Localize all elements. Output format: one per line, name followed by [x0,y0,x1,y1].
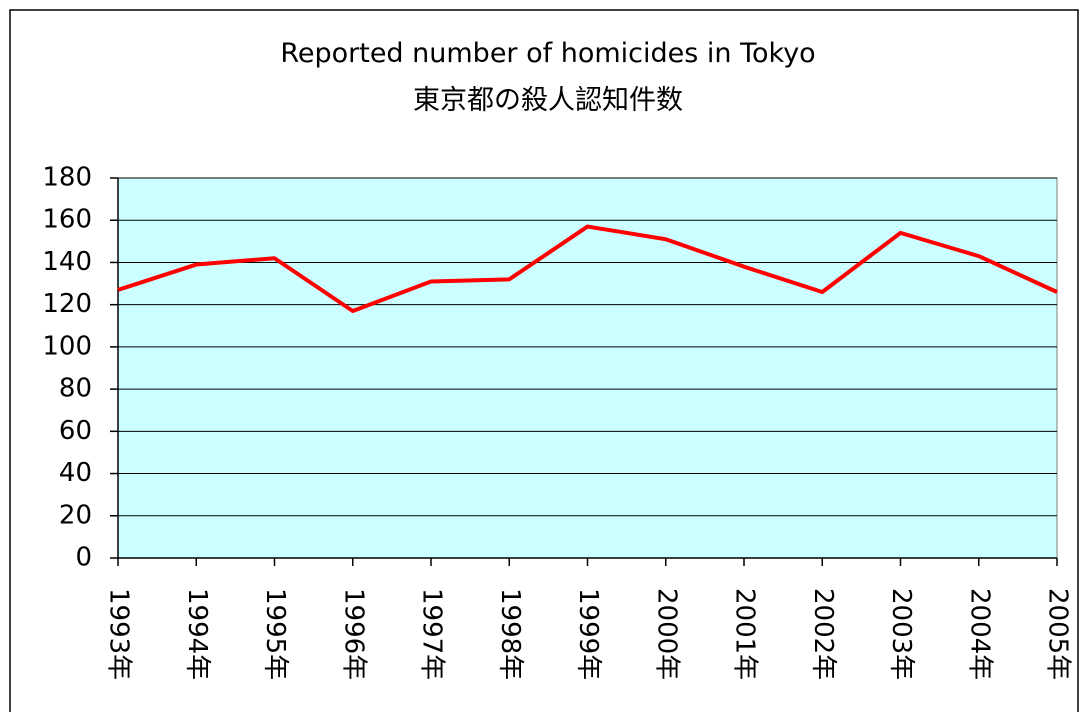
x-tick-label: 2002年 [808,588,838,680]
x-tick-label: 2001年 [730,588,760,680]
x-tick-label: 1995年 [260,588,290,680]
x-tick-label: 1999年 [573,588,603,680]
x-tick-label: 1994年 [182,588,212,680]
y-tick-label: 100 [42,331,92,361]
y-tick-label: 40 [59,458,92,488]
x-tick-label: 2004年 [964,588,994,680]
y-tick-label: 0 [75,543,92,573]
x-tick-label: 2005年 [1043,588,1073,680]
x-tick-label: 1993年 [104,588,134,680]
y-tick-label: 60 [59,416,92,446]
x-tick-label: 1998年 [495,588,525,680]
data-line [117,224,1058,313]
y-tick-label: 140 [42,247,92,277]
x-tick-label: 2000年 [651,588,681,680]
y-tick-label: 180 [42,163,92,193]
chart-subtitle: 東京都の殺人認知件数 [413,85,683,116]
y-tick-label: 80 [59,374,92,404]
y-tick-label: 160 [42,205,92,235]
x-tick-label: 1996年 [338,588,368,680]
plot-area [117,177,1058,559]
y-tick-label: 120 [42,289,92,319]
y-tick-label: 20 [59,500,92,530]
x-tick-label: 2003年 [886,588,916,680]
chart-title: Reported number of homicides in Tokyo [280,38,815,69]
x-tick-label: 1997年 [417,588,447,680]
